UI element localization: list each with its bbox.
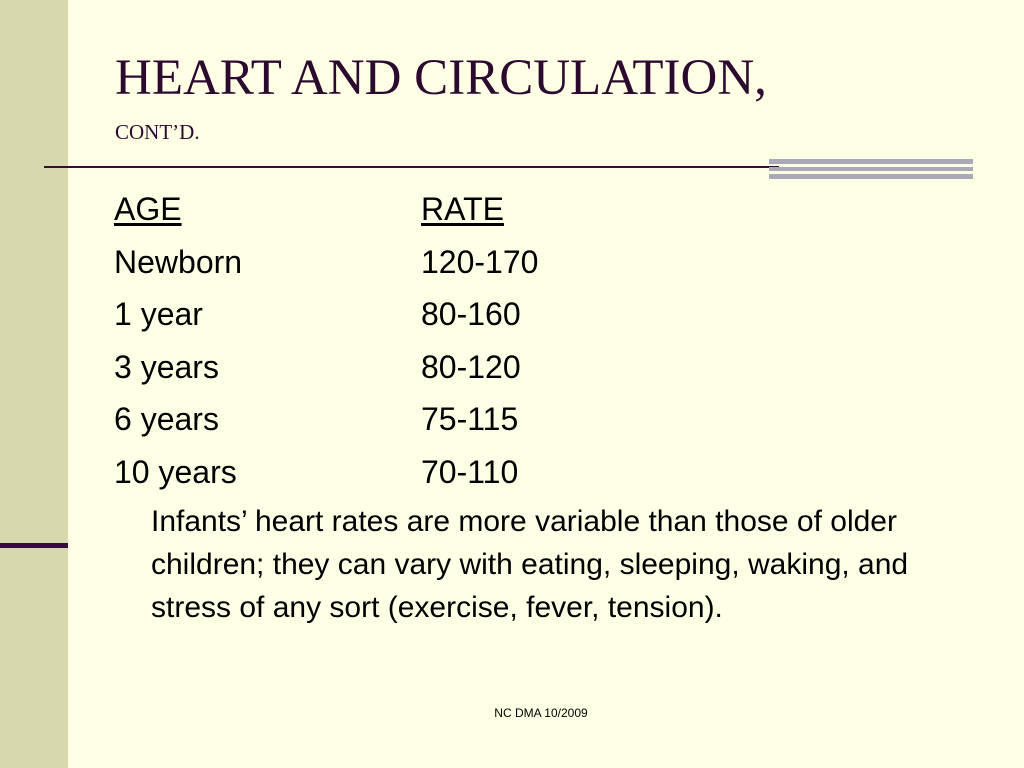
rate-cell: 80-120	[421, 348, 521, 385]
table-row: Newborn 120-170	[114, 236, 538, 289]
age-cell: 10 years	[114, 453, 237, 490]
rate-cell: 70-110	[421, 453, 519, 490]
table-row: 10 years 70-110	[114, 446, 538, 499]
age-cell: 6 years	[114, 401, 219, 438]
rate-cell: 75-115	[421, 401, 519, 438]
table-row: 1 year 80-160	[114, 288, 538, 341]
table-header-row: AGE RATE	[114, 183, 538, 236]
left-decorative-band	[0, 0, 68, 768]
slide-footer: NC DMA 10/2009	[494, 706, 588, 720]
age-column-header: AGE	[114, 191, 182, 228]
heart-rate-note: Infants’ heart rates are more variable t…	[151, 505, 909, 624]
slide-title: HEART AND CIRCULATION,	[115, 50, 767, 106]
slide-subtitle: CONT’D.	[115, 120, 200, 144]
age-cell: Newborn	[114, 243, 243, 280]
decorative-gray-bar	[769, 159, 973, 164]
table-row: 3 years 80-120	[114, 341, 538, 394]
title-divider-line	[44, 166, 779, 168]
rate-cell: 80-160	[421, 296, 521, 333]
rate-cell: 120-170	[421, 243, 539, 280]
left-accent-bar	[0, 543, 68, 548]
heart-rate-table: AGE RATE Newborn 120-170 1 year 80-160 3…	[114, 183, 538, 498]
decorative-gray-bar	[769, 174, 973, 179]
age-cell: 1 year	[114, 296, 203, 333]
decorative-gray-bar	[769, 167, 973, 171]
age-cell: 3 years	[114, 348, 219, 385]
rate-column-header: RATE	[421, 191, 504, 228]
table-row: 6 years 75-115	[114, 393, 538, 446]
